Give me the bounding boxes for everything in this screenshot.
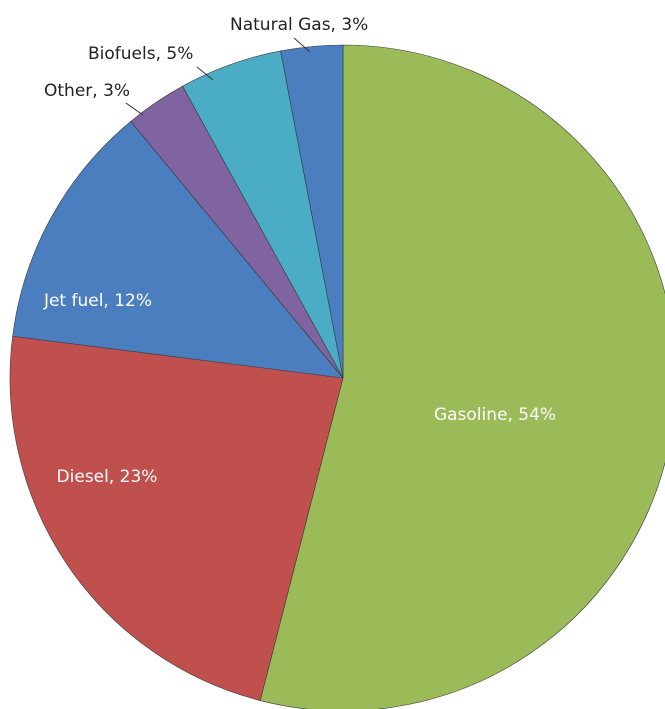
pie-slice-natural-gas xyxy=(280,44,344,379)
slice-label-jet-fuel: Jet fuel, 12% xyxy=(43,291,152,311)
leader-line-other xyxy=(125,102,144,116)
pie-slice-jet-fuel xyxy=(12,120,344,379)
slice-label-natural-gas: Natural Gas, 3% xyxy=(230,15,368,35)
slice-label-gasoline: Gasoline, 54% xyxy=(434,405,556,425)
slice-label-diesel: Diesel, 23% xyxy=(57,467,158,487)
slice-label-other: Other, 3% xyxy=(44,81,130,101)
leader-lines xyxy=(125,37,311,116)
pie-slice-gasoline xyxy=(259,44,665,709)
leader-line-biofuels xyxy=(196,66,214,81)
slice-label-biofuels: Biofuels, 5% xyxy=(88,44,193,64)
pie-slice-diesel xyxy=(9,335,344,701)
leader-line-natural-gas xyxy=(293,37,311,53)
pie-slices xyxy=(9,44,665,709)
slice-labels: Gasoline, 54% Diesel, 23% Jet fuel, 12% Oth… xyxy=(43,15,556,487)
